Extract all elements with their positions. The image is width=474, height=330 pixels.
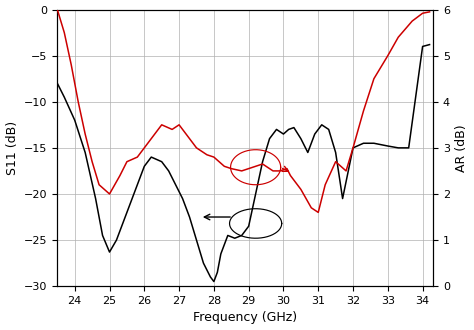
X-axis label: Frequency (GHz): Frequency (GHz) (193, 312, 297, 324)
Y-axis label: S11 (dB): S11 (dB) (6, 121, 18, 175)
Y-axis label: AR (dB): AR (dB) (456, 124, 468, 172)
